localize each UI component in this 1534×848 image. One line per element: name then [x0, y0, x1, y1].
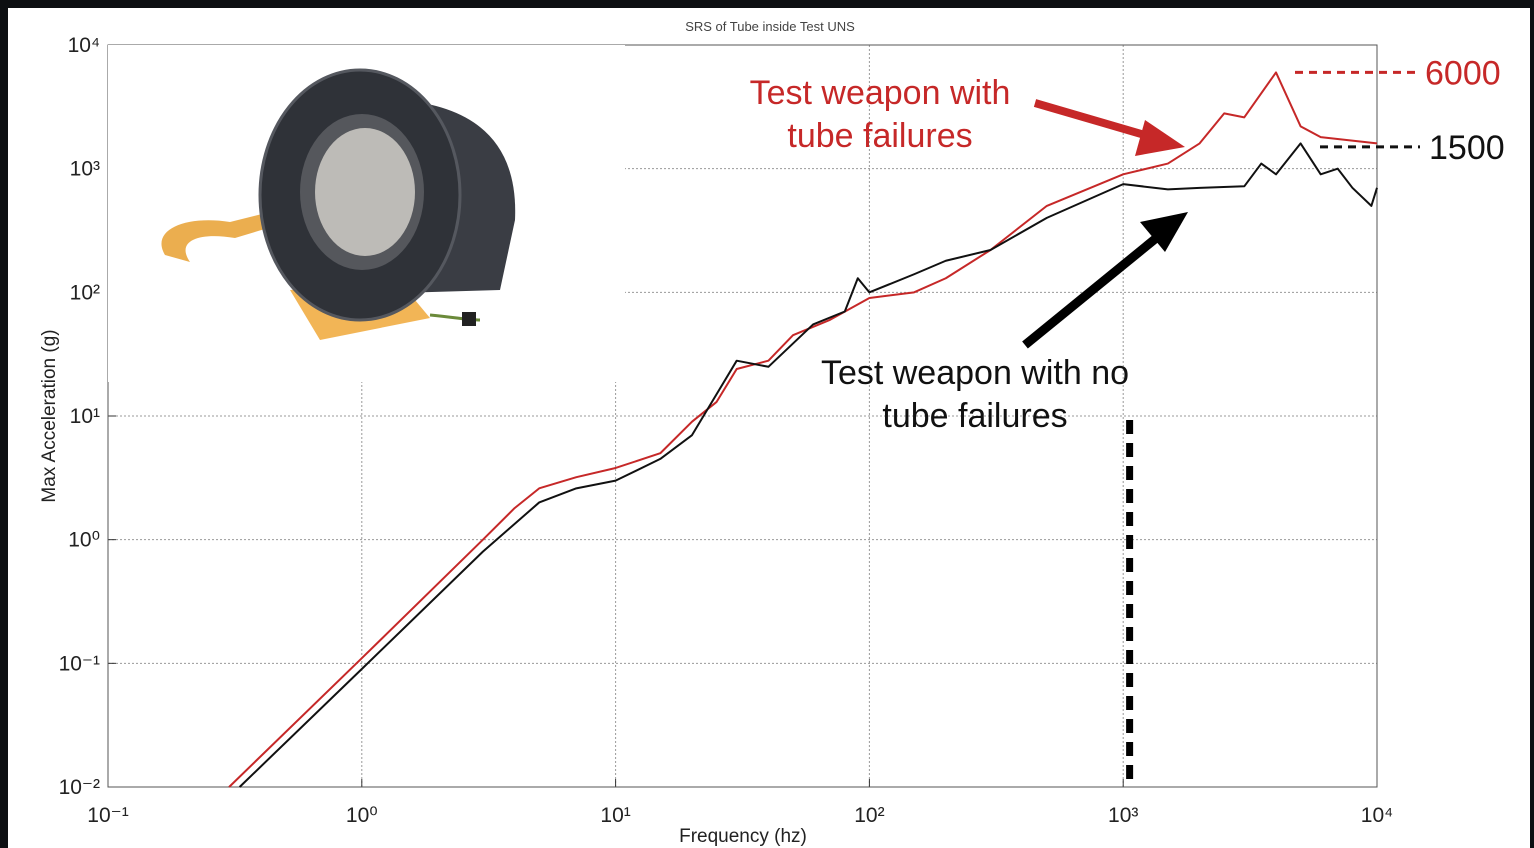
tube-window — [315, 128, 415, 256]
annotation: Test weapon with no tube failures — [820, 352, 1130, 438]
x-tick-label: 10³ — [1108, 804, 1138, 827]
x-tick-label: 10¹ — [600, 804, 630, 827]
y-tick-label: 10⁰ — [68, 529, 100, 552]
y-tick-label: 10² — [70, 281, 100, 304]
reference-label: 6000 — [1425, 54, 1501, 92]
annotation: Test weapon with tube failures — [725, 72, 1035, 158]
chart-title: SRS of Tube inside Test UNS — [685, 19, 855, 34]
x-tick-label: 10⁴ — [1361, 804, 1393, 827]
x-axis-label: Frequency (hz) — [679, 826, 807, 847]
y-tick-label: 10⁴ — [68, 34, 100, 57]
y-tick-label: 10⁻² — [59, 776, 100, 799]
reference-label: 1500 — [1429, 129, 1505, 167]
connector — [462, 312, 476, 326]
y-tick-label: 10⁻¹ — [59, 652, 100, 675]
x-tick-label: 10⁻¹ — [87, 804, 128, 827]
tube-photo — [108, 45, 625, 382]
x-tick-label: 10⁰ — [346, 804, 378, 827]
y-tick-label: 10¹ — [70, 405, 100, 428]
x-tick-label: 10² — [854, 804, 884, 827]
page: {"chart_data": { "type": "line", "title"… — [0, 0, 1534, 848]
y-axis-label: Max Acceleration (g) — [39, 329, 60, 502]
y-tick-label: 10³ — [70, 158, 100, 181]
